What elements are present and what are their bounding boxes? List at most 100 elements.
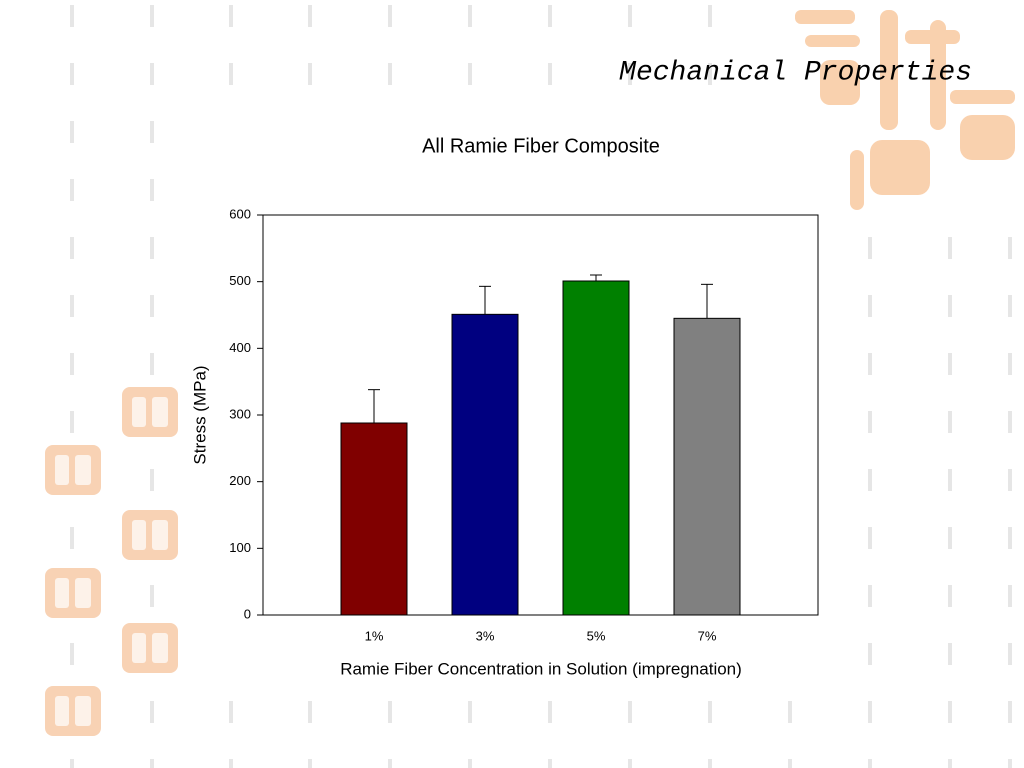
x-tick-label: 7%: [698, 628, 717, 643]
dash: [468, 63, 472, 85]
seal-mark: [55, 696, 69, 726]
dash: [150, 237, 154, 259]
y-tick-label: 600: [229, 206, 251, 221]
dash: [1008, 527, 1012, 549]
dash: [1008, 701, 1012, 723]
seal-mark: [132, 520, 146, 550]
x-tick-label: 1%: [365, 628, 384, 643]
dash: [388, 5, 392, 27]
y-axis-label: Stress (MPa): [190, 365, 209, 464]
dash: [948, 295, 952, 317]
dash: [948, 759, 952, 768]
y-tick-label: 300: [229, 406, 251, 421]
dash: [868, 585, 872, 607]
dash: [388, 701, 392, 723]
dash: [229, 5, 233, 27]
dash: [548, 5, 552, 27]
dash: [1008, 295, 1012, 317]
dash: [70, 121, 74, 143]
dash: [150, 295, 154, 317]
dash: [70, 643, 74, 665]
x-tick-label: 5%: [587, 628, 606, 643]
seal: [122, 510, 178, 560]
dash: [70, 179, 74, 201]
dash: [868, 295, 872, 317]
dash: [70, 353, 74, 375]
x-tick-label: 3%: [476, 628, 495, 643]
dash: [150, 759, 154, 768]
y-tick-label: 400: [229, 340, 251, 355]
y-tick-label: 200: [229, 473, 251, 488]
dash: [628, 5, 632, 27]
dash: [150, 5, 154, 27]
seal: [122, 623, 178, 673]
seal-mark: [152, 520, 168, 550]
dash: [948, 585, 952, 607]
dash: [70, 759, 74, 768]
dash: [868, 469, 872, 491]
seal-mark: [132, 633, 146, 663]
dash: [628, 701, 632, 723]
dash: [868, 759, 872, 768]
dash: [1008, 469, 1012, 491]
dash: [388, 63, 392, 85]
dash: [868, 411, 872, 433]
background-decoration: [45, 5, 1012, 768]
seal-mark: [55, 455, 69, 485]
bar: [451, 313, 519, 616]
y-tick-label: 500: [229, 273, 251, 288]
bar: [340, 422, 408, 616]
dash: [708, 63, 712, 85]
dash: [708, 759, 712, 768]
dash: [1008, 353, 1012, 375]
y-tick-label: 0: [244, 606, 251, 621]
dash: [1008, 759, 1012, 768]
dash: [229, 701, 233, 723]
dash: [948, 353, 952, 375]
seal: [45, 686, 101, 736]
dash: [70, 63, 74, 85]
dash: [70, 295, 74, 317]
dash: [868, 353, 872, 375]
seal-mark: [75, 578, 91, 608]
dash: [468, 759, 472, 768]
dash: [948, 411, 952, 433]
dash: [628, 759, 632, 768]
y-tick-label: 100: [229, 540, 251, 555]
dash: [1008, 237, 1012, 259]
dash: [868, 643, 872, 665]
dash: [150, 63, 154, 85]
dash: [548, 63, 552, 85]
dash: [948, 701, 952, 723]
dash: [788, 759, 792, 768]
dash: [948, 469, 952, 491]
dash: [388, 759, 392, 768]
bar: [562, 280, 630, 616]
watermark: [795, 10, 1015, 210]
dash: [229, 63, 233, 85]
bar: [673, 317, 741, 616]
dash: [150, 179, 154, 201]
dash: [708, 701, 712, 723]
seal-mark: [55, 578, 69, 608]
dash: [868, 527, 872, 549]
dash: [1008, 585, 1012, 607]
dash: [948, 237, 952, 259]
plot: 0 100 200 300 400 500 600 1% 3% 5% 7%: [229, 206, 741, 643]
dash: [308, 701, 312, 723]
dash: [150, 701, 154, 723]
dash: [788, 701, 792, 723]
dash: [70, 5, 74, 27]
seal-mark: [132, 397, 146, 427]
x-axis-label: Ramie Fiber Concentration in Solution (i…: [340, 659, 742, 678]
seal-mark: [75, 455, 91, 485]
dash: [70, 411, 74, 433]
dash: [229, 759, 233, 768]
dash: [468, 5, 472, 27]
dash: [70, 237, 74, 259]
dash: [628, 63, 632, 85]
dash: [708, 5, 712, 27]
seal-mark: [152, 633, 168, 663]
dash: [948, 643, 952, 665]
